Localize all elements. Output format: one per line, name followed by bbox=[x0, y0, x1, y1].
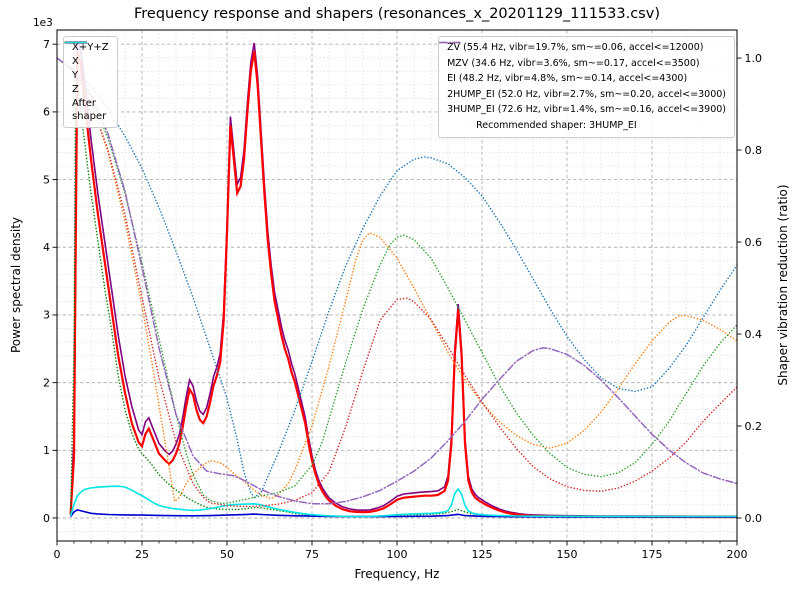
x-tick-label: 25 bbox=[135, 548, 149, 561]
legend-entry: Z bbox=[65, 41, 109, 96]
legend-label: 2HUMP_EI (52.0 Hz, vibr=2.7%, sm~=0.20, … bbox=[447, 88, 726, 100]
series-zv bbox=[57, 57, 737, 499]
x-tick-label: 200 bbox=[727, 548, 748, 561]
x-tick-label: 75 bbox=[305, 548, 319, 561]
y-left-tick-label: 7 bbox=[43, 38, 50, 51]
x-tick-label: 150 bbox=[557, 548, 578, 561]
y-right-tick-label: 0.2 bbox=[745, 420, 763, 433]
legend-entry: MZV (34.6 Hz, vibr=3.6%, sm~=0.17, accel… bbox=[439, 41, 726, 72]
series-ei bbox=[57, 57, 737, 505]
legend-label: X+Y+Z bbox=[72, 42, 109, 53]
curves bbox=[57, 40, 737, 519]
x-tick-label: 50 bbox=[220, 548, 234, 561]
series-y bbox=[69, 77, 737, 518]
legend-label: 3HUMP_EI (72.6 Hz, vibr=1.4%, sm~=0.16, … bbox=[447, 104, 726, 115]
legend-label: EI (48.2 Hz, vibr=4.8%, sm~=0.14, accel<… bbox=[447, 73, 688, 84]
legend-entry: EI (48.2 Hz, vibr=4.8%, sm~=0.14, accel<… bbox=[439, 41, 726, 87]
x-tick-label: 175 bbox=[642, 548, 663, 561]
legend-entry: Y bbox=[64, 41, 109, 82]
recommended-shaper-label: Recommended shaper: 3HUMP_EI bbox=[476, 119, 637, 131]
legend-entry: After shaper bbox=[65, 41, 109, 123]
legend-line-sample-icon bbox=[65, 41, 87, 44]
legend-label: ZV (55.4 Hz, vibr=19.7%, sm~=0.06, accel… bbox=[447, 42, 704, 53]
y-left-tick-label: 6 bbox=[43, 106, 50, 119]
y-right-tick-label: 0.0 bbox=[745, 512, 763, 525]
series-2hump_ei bbox=[57, 57, 737, 508]
legend-entry: 3HUMP_EI (72.6 Hz, vibr=1.4%, sm~=0.16, … bbox=[439, 41, 726, 118]
y-left-tick-label: 4 bbox=[43, 241, 50, 254]
legend-label: X bbox=[72, 56, 79, 67]
y-left-tick-label: 0 bbox=[43, 512, 50, 525]
legend-recommended-row: Recommended shaper: 3HUMP_EI bbox=[447, 119, 726, 134]
series-after bbox=[69, 485, 737, 518]
legend-label: Y bbox=[72, 70, 79, 81]
y-axis-multiplier: 1e3 bbox=[33, 17, 53, 29]
y-left-tick-label: 3 bbox=[43, 309, 50, 322]
series-3hump_ei bbox=[57, 57, 737, 505]
legend-label: Z bbox=[72, 84, 79, 95]
legend-entry: 2HUMP_EI (52.0 Hz, vibr=2.7%, sm~=0.20, … bbox=[439, 41, 726, 103]
legend-label: MZV (34.6 Hz, vibr=3.6%, sm~=0.17, accel… bbox=[447, 57, 700, 69]
tick-labels: 0 25 50 75 100 125 150 175 200 0 1 2 3 4 5 6 7 0.0 0.2 0.4 0… bbox=[43, 38, 762, 561]
chart-title: Frequency response and shapers (resonanc… bbox=[134, 6, 660, 22]
y-left-tick-label: 2 bbox=[43, 376, 50, 389]
x-axis-label: Frequency, Hz bbox=[354, 567, 440, 581]
y-right-tick-label: 1.0 bbox=[745, 52, 763, 65]
x-tick-label: 100 bbox=[387, 548, 408, 561]
y-left-tick-label: 1 bbox=[43, 444, 50, 457]
legend-line-sample-icon bbox=[439, 41, 463, 44]
series-x bbox=[69, 50, 737, 519]
tick-marks bbox=[52, 43, 742, 546]
x-tick-label: 125 bbox=[472, 548, 493, 561]
legend-entry: ZV (55.4 Hz, vibr=19.7%, sm~=0.06, accel… bbox=[439, 41, 726, 56]
x-tick-label: 0 bbox=[54, 548, 61, 561]
legend-label: After shaper bbox=[72, 98, 107, 122]
psd-legend: X+Y+Z X Y Z After shaper bbox=[63, 36, 118, 128]
legend-entry: X bbox=[65, 41, 109, 68]
y-left-tick-label: 5 bbox=[43, 173, 50, 186]
y-right-tick-label: 0.4 bbox=[745, 328, 763, 341]
y-right-tick-label: 0.8 bbox=[745, 144, 763, 157]
y-right-tick-label: 0.6 bbox=[745, 236, 763, 249]
shaper-legend: ZV (55.4 Hz, vibr=19.7%, sm~=0.06, accel… bbox=[438, 36, 735, 138]
